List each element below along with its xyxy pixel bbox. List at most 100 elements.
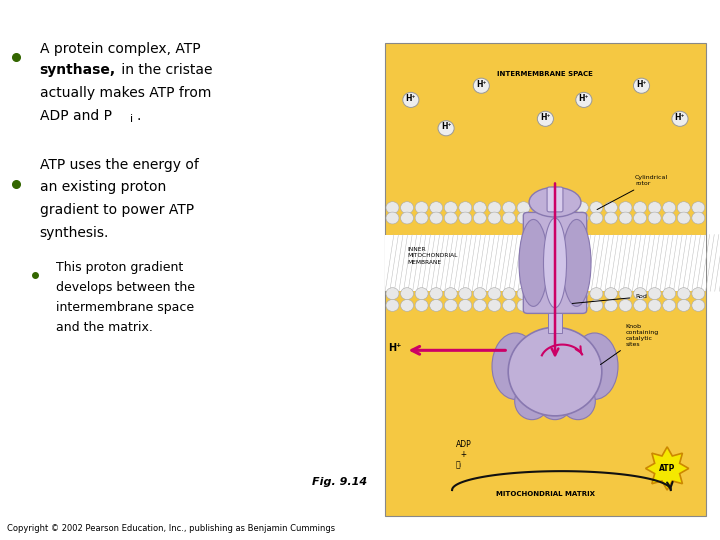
Ellipse shape: [634, 288, 647, 300]
Ellipse shape: [546, 212, 559, 224]
Ellipse shape: [575, 288, 588, 300]
Ellipse shape: [692, 212, 705, 224]
Ellipse shape: [648, 201, 661, 213]
Text: Rod: Rod: [572, 294, 647, 303]
Ellipse shape: [590, 201, 603, 213]
Ellipse shape: [444, 201, 457, 213]
Ellipse shape: [561, 383, 595, 420]
Text: A protein complex, ATP: A protein complex, ATP: [40, 42, 200, 56]
Ellipse shape: [386, 300, 399, 312]
Ellipse shape: [400, 201, 413, 213]
Ellipse shape: [605, 212, 618, 224]
Ellipse shape: [519, 219, 548, 306]
Ellipse shape: [634, 300, 647, 312]
Ellipse shape: [488, 300, 501, 312]
Text: Knob
containing
catalytic
sites: Knob containing catalytic sites: [600, 324, 659, 365]
Ellipse shape: [619, 288, 632, 300]
Ellipse shape: [561, 212, 574, 224]
Text: H⁺: H⁺: [405, 94, 416, 103]
Ellipse shape: [571, 333, 618, 400]
Ellipse shape: [488, 288, 501, 300]
FancyBboxPatch shape: [385, 43, 706, 516]
Text: H⁺: H⁺: [388, 342, 402, 353]
Ellipse shape: [692, 201, 705, 213]
Text: ATP uses the energy of: ATP uses the energy of: [40, 158, 199, 172]
Ellipse shape: [648, 300, 661, 312]
Ellipse shape: [473, 78, 490, 93]
Ellipse shape: [503, 300, 516, 312]
Ellipse shape: [400, 300, 413, 312]
Polygon shape: [646, 447, 689, 490]
Ellipse shape: [415, 288, 428, 300]
Text: gradient to power ATP: gradient to power ATP: [40, 203, 194, 217]
Ellipse shape: [508, 327, 602, 416]
Text: Cylindrical
rotor: Cylindrical rotor: [597, 175, 668, 210]
Ellipse shape: [605, 288, 618, 300]
Ellipse shape: [531, 212, 544, 224]
Ellipse shape: [678, 212, 690, 224]
FancyBboxPatch shape: [385, 234, 706, 291]
FancyBboxPatch shape: [547, 187, 563, 212]
Ellipse shape: [517, 300, 530, 312]
Ellipse shape: [648, 212, 661, 224]
Ellipse shape: [459, 288, 472, 300]
Text: ATP: ATP: [659, 464, 675, 473]
Ellipse shape: [444, 288, 457, 300]
Text: ADP and P: ADP and P: [40, 109, 112, 123]
Ellipse shape: [415, 201, 428, 213]
Ellipse shape: [590, 212, 603, 224]
Ellipse shape: [459, 300, 472, 312]
Ellipse shape: [402, 92, 419, 107]
Ellipse shape: [662, 201, 675, 213]
Ellipse shape: [575, 212, 588, 224]
Text: ADP
  +: ADP +: [456, 440, 472, 459]
Ellipse shape: [386, 201, 399, 213]
Ellipse shape: [678, 288, 690, 300]
Ellipse shape: [473, 201, 486, 213]
Text: This proton gradient: This proton gradient: [56, 261, 184, 274]
Ellipse shape: [473, 288, 486, 300]
Ellipse shape: [590, 300, 603, 312]
Ellipse shape: [619, 201, 632, 213]
Ellipse shape: [517, 288, 530, 300]
Ellipse shape: [561, 300, 574, 312]
Ellipse shape: [386, 212, 399, 224]
Ellipse shape: [386, 288, 399, 300]
Text: H⁺: H⁺: [476, 79, 487, 89]
Text: and the matrix.: and the matrix.: [56, 321, 153, 334]
Text: Ⓟᵢ: Ⓟᵢ: [456, 460, 462, 469]
Text: i: i: [130, 114, 133, 124]
Ellipse shape: [517, 201, 530, 213]
Text: MITOCHONDRIAL MATRIX: MITOCHONDRIAL MATRIX: [496, 491, 595, 497]
Text: in the cristae: in the cristae: [117, 63, 213, 77]
Text: H⁺: H⁺: [675, 113, 685, 122]
Ellipse shape: [517, 212, 530, 224]
Text: Copyright © 2002 Pearson Education, Inc., publishing as Benjamin Cummings: Copyright © 2002 Pearson Education, Inc.…: [7, 524, 336, 532]
Ellipse shape: [400, 288, 413, 300]
Ellipse shape: [430, 201, 443, 213]
Ellipse shape: [492, 333, 539, 400]
Ellipse shape: [531, 300, 544, 312]
Text: an existing proton: an existing proton: [40, 180, 166, 194]
Text: synthase,: synthase,: [40, 63, 116, 77]
Ellipse shape: [430, 300, 443, 312]
Ellipse shape: [605, 300, 618, 312]
FancyBboxPatch shape: [548, 313, 562, 333]
Text: develops between the: develops between the: [56, 281, 195, 294]
Ellipse shape: [619, 212, 632, 224]
Ellipse shape: [678, 201, 690, 213]
Ellipse shape: [662, 288, 675, 300]
Text: actually makes ATP from: actually makes ATP from: [40, 86, 211, 100]
Ellipse shape: [546, 300, 559, 312]
Ellipse shape: [415, 212, 428, 224]
Ellipse shape: [430, 288, 443, 300]
Ellipse shape: [444, 300, 457, 312]
Ellipse shape: [576, 92, 592, 107]
Ellipse shape: [634, 212, 647, 224]
Ellipse shape: [459, 201, 472, 213]
Ellipse shape: [561, 288, 574, 300]
Ellipse shape: [544, 218, 567, 308]
Ellipse shape: [575, 201, 588, 213]
Ellipse shape: [503, 212, 516, 224]
Ellipse shape: [415, 300, 428, 312]
